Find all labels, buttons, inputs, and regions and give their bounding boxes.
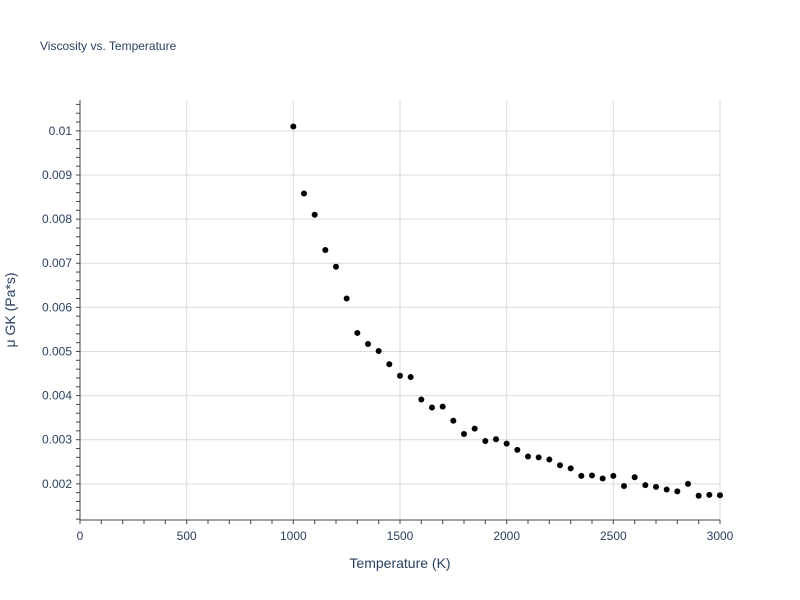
data-point	[578, 472, 585, 479]
data-point	[706, 491, 713, 498]
y-tick-label: 0.01	[49, 124, 73, 138]
data-point	[567, 465, 574, 472]
data-point	[471, 425, 478, 432]
data-point	[535, 454, 542, 461]
data-point	[610, 472, 617, 479]
data-point	[461, 430, 467, 437]
data-point	[642, 482, 649, 489]
x-tick-label: 1500	[387, 529, 414, 543]
data-point	[365, 340, 371, 347]
data-point	[695, 492, 702, 499]
data-point	[589, 472, 595, 479]
data-point	[354, 329, 361, 336]
y-tick-label: 0.007	[42, 256, 72, 270]
axis-layer: 0 500 1000 1500 2000 2500 3000 0.002 0.003 0.004 0…	[42, 100, 734, 543]
data-point	[493, 436, 499, 443]
x-axis-label: Temperature (K)	[349, 555, 450, 571]
data-point	[599, 475, 606, 482]
data-point	[621, 483, 627, 490]
data-point	[439, 403, 446, 410]
y-tick-label: 0.009	[42, 168, 72, 182]
data-point	[311, 211, 318, 218]
data-point	[503, 440, 510, 447]
y-tick-label: 0.003	[42, 433, 72, 447]
data-point	[333, 263, 339, 270]
data-point	[301, 190, 307, 197]
data-point	[546, 456, 553, 463]
data-point	[450, 417, 457, 424]
y-tick-label: 0.008	[42, 212, 72, 226]
data-point	[674, 488, 681, 495]
data-point	[322, 247, 329, 253]
data-points	[290, 123, 723, 499]
data-point	[525, 453, 531, 460]
y-tick-label: 0.006	[42, 300, 72, 314]
data-point	[418, 396, 425, 403]
data-point	[407, 374, 414, 381]
data-point	[663, 486, 670, 493]
data-point	[343, 295, 350, 302]
data-point	[631, 474, 638, 481]
data-point	[290, 123, 297, 130]
y-tick-label: 0.005	[42, 344, 72, 358]
data-point	[386, 361, 393, 368]
data-point	[429, 404, 435, 411]
chart-title: Viscosity vs. Temperature	[40, 39, 177, 53]
x-tick-label: 500	[177, 529, 197, 543]
data-point	[397, 372, 403, 379]
data-point	[557, 462, 563, 469]
x-tick-label: 2500	[600, 529, 627, 543]
data-point	[375, 348, 382, 355]
x-tick-label: 1000	[280, 529, 307, 543]
y-tick-label: 0.002	[42, 477, 72, 491]
data-point	[514, 446, 521, 453]
data-point	[653, 483, 659, 490]
data-point	[717, 492, 723, 499]
x-tick-label: 2000	[493, 529, 520, 543]
x-tick-label: 0	[77, 529, 84, 543]
data-point	[685, 480, 691, 487]
grid-layer	[80, 100, 721, 520]
data-point	[482, 438, 489, 445]
x-tick-label: 3000	[707, 529, 734, 543]
y-axis-label: μ GK (Pa*s)	[2, 273, 18, 348]
y-tick-label: 0.004	[42, 389, 72, 403]
